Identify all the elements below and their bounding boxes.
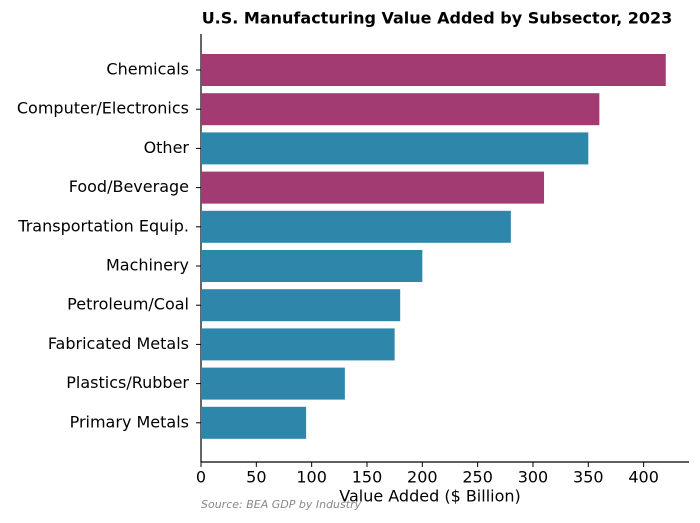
bar [201,406,307,439]
x-tick-label: 400 [628,468,659,487]
bar [201,210,511,243]
x-tick-label: 50 [246,468,266,487]
x-tick-label: 350 [573,468,604,487]
bar [201,132,589,165]
y-tick-label: Transportation Equip. [17,216,189,235]
x-tick-label: 250 [462,468,493,487]
bar [201,171,545,204]
bar [201,93,600,126]
y-tick-label: Petroleum/Coal [67,295,189,314]
y-tick-label: Other [144,138,190,157]
x-tick-label: 200 [407,468,438,487]
y-tick-label: Computer/Electronics [17,99,189,118]
x-tick-label: 150 [352,468,383,487]
source-note: Source: BEA GDP by Industry [201,498,362,511]
x-tick-label: 100 [296,468,327,487]
y-tick-label: Food/Beverage [69,177,189,196]
y-tick-label: Fabricated Metals [48,334,189,353]
x-tick-label: 300 [518,468,549,487]
y-tick-label: Primary Metals [70,412,189,431]
y-tick-label: Plastics/Rubber [66,373,189,392]
x-tick-label: 0 [196,468,206,487]
x-axis-label: Value Added ($ Billion) [339,487,521,506]
bar [201,328,395,361]
chart-title: U.S. Manufacturing Value Added by Subsec… [202,9,673,28]
bar [201,367,345,400]
y-tick-label: Chemicals [106,60,189,79]
bar [201,54,666,86]
bar [201,289,401,322]
y-tick-label: Machinery [106,256,189,275]
bar [201,250,423,282]
